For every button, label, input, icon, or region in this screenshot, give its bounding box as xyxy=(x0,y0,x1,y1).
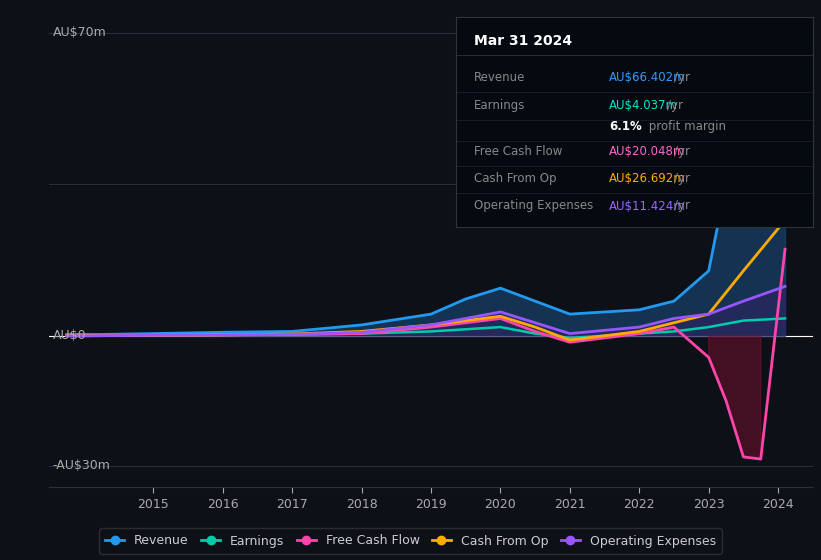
Text: Free Cash Flow: Free Cash Flow xyxy=(474,145,562,158)
Text: AU$26.692m: AU$26.692m xyxy=(609,172,686,185)
Text: 6.1%: 6.1% xyxy=(609,120,642,133)
Text: -AU$30m: -AU$30m xyxy=(53,459,111,472)
Text: /yr: /yr xyxy=(667,99,683,111)
Text: profit margin: profit margin xyxy=(645,120,726,133)
Text: /yr: /yr xyxy=(673,72,690,85)
Text: AU$20.048m: AU$20.048m xyxy=(609,145,686,158)
Text: Operating Expenses: Operating Expenses xyxy=(474,199,593,212)
Text: Mar 31 2024: Mar 31 2024 xyxy=(474,34,571,48)
Text: AU$4.037m: AU$4.037m xyxy=(609,99,678,111)
Text: /yr: /yr xyxy=(673,199,690,212)
Text: AU$0: AU$0 xyxy=(53,329,86,342)
Text: Revenue: Revenue xyxy=(474,72,525,85)
Text: /yr: /yr xyxy=(673,145,690,158)
Text: Earnings: Earnings xyxy=(474,99,525,111)
Text: /yr: /yr xyxy=(673,172,690,185)
Text: AU$11.424m: AU$11.424m xyxy=(609,199,686,212)
Legend: Revenue, Earnings, Free Cash Flow, Cash From Op, Operating Expenses: Revenue, Earnings, Free Cash Flow, Cash … xyxy=(99,528,722,554)
Text: Cash From Op: Cash From Op xyxy=(474,172,556,185)
Text: AU$66.402m: AU$66.402m xyxy=(609,72,686,85)
Text: AU$70m: AU$70m xyxy=(53,26,107,39)
